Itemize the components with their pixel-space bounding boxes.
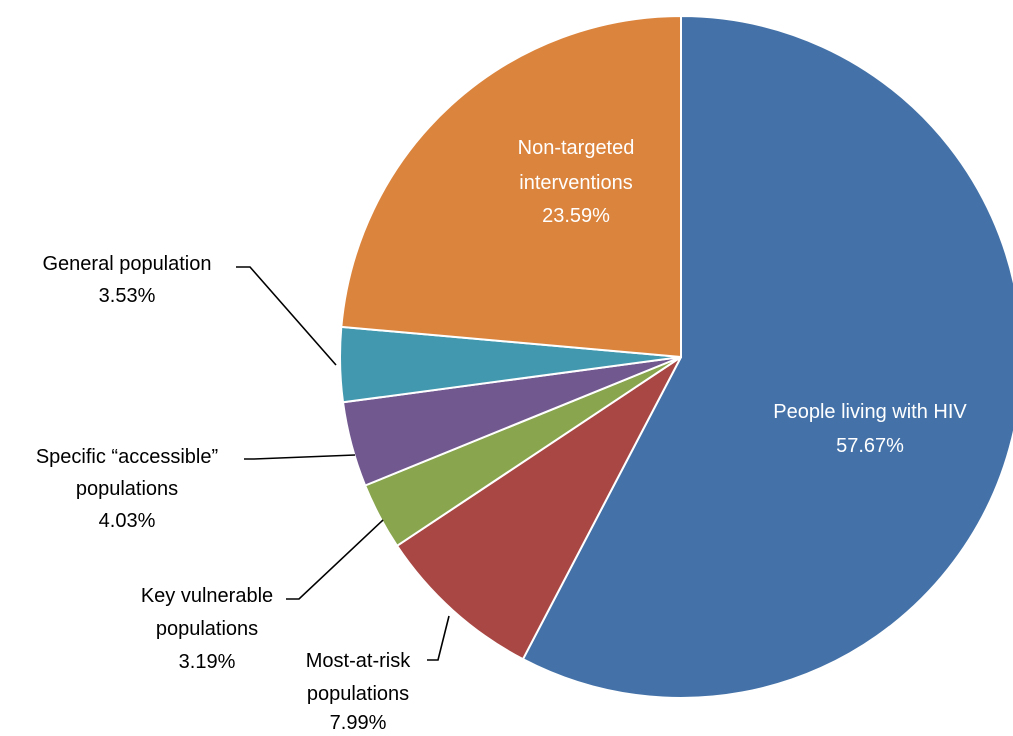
slice-label-general-population: General population <box>42 253 211 275</box>
slice-label-people-living-with-hiv: People living with HIV <box>773 401 967 423</box>
pie-slice-non-targeted-interventions <box>340 15 682 358</box>
slice-label-specific-accessible-populations: populations <box>76 478 178 500</box>
slice-label-most-at-risk-populations: populations <box>307 683 409 705</box>
leader-line-general-population <box>236 266 337 366</box>
leader-line-key-vulnerable-populations <box>286 519 384 600</box>
slice-label-key-vulnerable-populations: Key vulnerable <box>141 585 273 607</box>
pie-slice-most-at-risk-populations <box>396 356 682 661</box>
slice-value-most-at-risk-populations: 7.99% <box>330 712 387 731</box>
slice-value-specific-accessible-populations: 4.03% <box>99 510 156 532</box>
slices-layer <box>339 15 1013 699</box>
slice-value-general-population: 3.53% <box>99 285 156 307</box>
slice-value-people-living-with-hiv: 57.67% <box>836 435 904 457</box>
slice-label-non-targeted-interventions: Non-targeted <box>518 137 635 159</box>
slice-label-specific-accessible-populations: Specific “accessible” <box>36 446 218 468</box>
slice-label-key-vulnerable-populations: populations <box>156 618 258 640</box>
leader-line-specific-accessible-populations <box>244 454 356 460</box>
slice-value-key-vulnerable-populations: 3.19% <box>179 651 236 673</box>
pie-slice-people-living-with-hiv <box>521 15 1013 699</box>
slice-label-non-targeted-interventions: interventions <box>519 172 632 194</box>
slice-label-most-at-risk-populations: Most-at-risk <box>306 650 411 672</box>
leader-line-most-at-risk-populations <box>427 615 450 661</box>
leader-lines-layer <box>236 266 450 661</box>
labels-layer: People living with HIV 57.67% Most-at-risk… <box>36 137 968 734</box>
slice-value-non-targeted-interventions: 23.59% <box>542 205 610 227</box>
